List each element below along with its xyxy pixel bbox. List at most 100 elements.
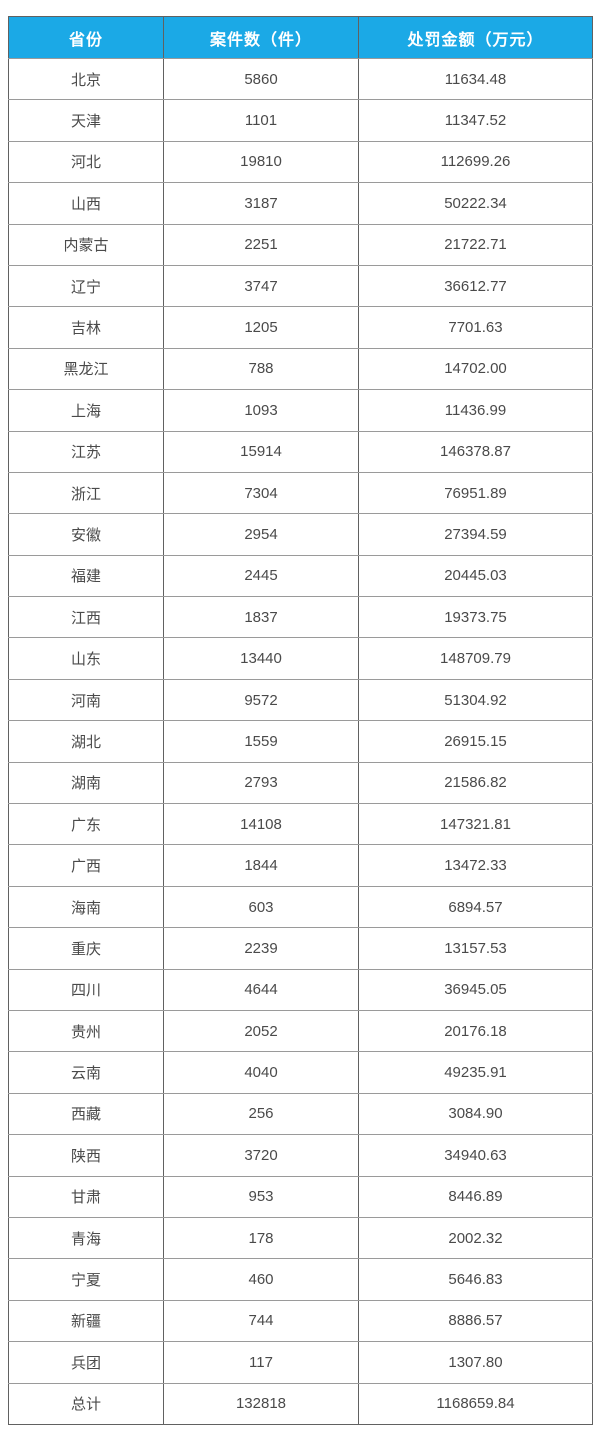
province-cell: 宁夏 xyxy=(8,1258,164,1301)
amount-cell: 19373.75 xyxy=(358,596,593,639)
cases-cell: 460 xyxy=(163,1258,359,1301)
province-cell: 西藏 xyxy=(8,1092,164,1136)
cases-cell: 2251 xyxy=(163,223,359,266)
header-cell-province: 省份 xyxy=(8,16,164,59)
province-cell: 河南 xyxy=(8,678,164,722)
cases-cell: 4040 xyxy=(163,1051,359,1094)
table-row: 西藏 256 3084.90 xyxy=(8,1092,593,1136)
amount-cell: 49235.91 xyxy=(358,1051,593,1094)
province-cell: 山西 xyxy=(8,182,164,225)
header-cell-amount: 处罚金额（万元） xyxy=(358,16,593,59)
cases-cell: 603 xyxy=(163,885,359,929)
province-cell: 甘肃 xyxy=(8,1175,164,1218)
amount-cell: 2002.32 xyxy=(358,1216,593,1260)
table-row: 海南 603 6894.57 xyxy=(8,885,593,929)
cases-cell: 3187 xyxy=(163,182,359,225)
table-header: 省份 案件数（件） 处罚金额（万元） xyxy=(8,16,593,59)
cases-cell: 7304 xyxy=(163,471,359,515)
amount-cell: 148709.79 xyxy=(358,637,593,680)
table-row: 河南 9572 51304.92 xyxy=(8,678,593,722)
cases-cell: 256 xyxy=(163,1092,359,1136)
province-cell: 福建 xyxy=(8,554,164,598)
header-cell-cases: 案件数（件） xyxy=(163,16,359,59)
amount-cell: 34940.63 xyxy=(358,1134,593,1177)
table-row: 甘肃 953 8446.89 xyxy=(8,1175,593,1218)
province-cell: 安徽 xyxy=(8,513,164,556)
cases-cell: 2793 xyxy=(163,761,359,805)
table-row: 云南 4040 49235.91 xyxy=(8,1051,593,1094)
cases-cell: 117 xyxy=(163,1341,359,1384)
province-cell: 陕西 xyxy=(8,1134,164,1177)
amount-cell: 11436.99 xyxy=(358,389,593,432)
cases-cell: 1844 xyxy=(163,844,359,887)
province-cell: 天津 xyxy=(8,99,164,142)
amount-cell: 8446.89 xyxy=(358,1175,593,1218)
province-cell: 吉林 xyxy=(8,306,164,349)
province-cell: 海南 xyxy=(8,885,164,929)
province-cell: 湖南 xyxy=(8,761,164,805)
table-row: 宁夏 460 5646.83 xyxy=(8,1258,593,1301)
amount-cell: 146378.87 xyxy=(358,430,593,473)
cases-cell: 1093 xyxy=(163,389,359,432)
table-row: 北京 5860 11634.48 xyxy=(8,57,593,101)
amount-cell: 50222.34 xyxy=(358,182,593,225)
amount-cell: 1168659.84 xyxy=(358,1382,593,1425)
table-row: 新疆 744 8886.57 xyxy=(8,1299,593,1343)
table-row: 青海 178 2002.32 xyxy=(8,1216,593,1260)
province-cell: 广东 xyxy=(8,803,164,846)
amount-cell: 6894.57 xyxy=(358,885,593,929)
province-cell: 新疆 xyxy=(8,1299,164,1343)
table-row: 兵团 117 1307.80 xyxy=(8,1341,593,1384)
amount-cell: 1307.80 xyxy=(358,1341,593,1384)
cases-cell: 2954 xyxy=(163,513,359,556)
province-cell: 北京 xyxy=(8,57,164,101)
table-row: 辽宁 3747 36612.77 xyxy=(8,264,593,308)
amount-cell: 5646.83 xyxy=(358,1258,593,1301)
amount-cell: 14702.00 xyxy=(358,347,593,391)
amount-cell: 13157.53 xyxy=(358,927,593,970)
province-cell: 内蒙古 xyxy=(8,223,164,266)
table-row: 安徽 2954 27394.59 xyxy=(8,513,593,556)
cases-cell: 1101 xyxy=(163,99,359,142)
table-row: 四川 4644 36945.05 xyxy=(8,968,593,1011)
cases-cell: 1205 xyxy=(163,306,359,349)
amount-cell: 27394.59 xyxy=(358,513,593,556)
amount-cell: 21586.82 xyxy=(358,761,593,805)
amount-cell: 112699.26 xyxy=(358,140,593,184)
amount-cell: 20176.18 xyxy=(358,1009,593,1053)
cases-cell: 5860 xyxy=(163,57,359,101)
province-cell: 四川 xyxy=(8,968,164,1011)
cases-cell: 1559 xyxy=(163,720,359,763)
amount-cell: 21722.71 xyxy=(358,223,593,266)
province-cell: 山东 xyxy=(8,637,164,680)
table-row: 上海 1093 11436.99 xyxy=(8,389,593,432)
table-row: 江苏 15914 146378.87 xyxy=(8,430,593,473)
cases-cell: 13440 xyxy=(163,637,359,680)
table-row: 福建 2445 20445.03 xyxy=(8,554,593,598)
total-row: 总计 132818 1168659.84 xyxy=(8,1382,593,1425)
province-cell: 重庆 xyxy=(8,927,164,970)
table-row: 湖北 1559 26915.15 xyxy=(8,720,593,763)
table-row: 广西 1844 13472.33 xyxy=(8,844,593,887)
amount-cell: 36612.77 xyxy=(358,264,593,308)
cases-cell: 4644 xyxy=(163,968,359,1011)
cases-cell: 953 xyxy=(163,1175,359,1218)
cases-cell: 14108 xyxy=(163,803,359,846)
province-cell: 浙江 xyxy=(8,471,164,515)
province-cell: 江西 xyxy=(8,596,164,639)
province-cell: 兵团 xyxy=(8,1341,164,1384)
table-row: 浙江 7304 76951.89 xyxy=(8,471,593,515)
table-row: 河北 19810 112699.26 xyxy=(8,140,593,184)
province-cell: 湖北 xyxy=(8,720,164,763)
cases-cell: 178 xyxy=(163,1216,359,1260)
table-row: 山西 3187 50222.34 xyxy=(8,182,593,225)
province-cell: 江苏 xyxy=(8,430,164,473)
province-cell: 总计 xyxy=(8,1382,164,1425)
table-row: 湖南 2793 21586.82 xyxy=(8,761,593,805)
table-row: 黑龙江 788 14702.00 xyxy=(8,347,593,391)
province-cell: 辽宁 xyxy=(8,264,164,308)
table-row: 山东 13440 148709.79 xyxy=(8,637,593,680)
amount-cell: 11634.48 xyxy=(358,57,593,101)
province-cell: 上海 xyxy=(8,389,164,432)
